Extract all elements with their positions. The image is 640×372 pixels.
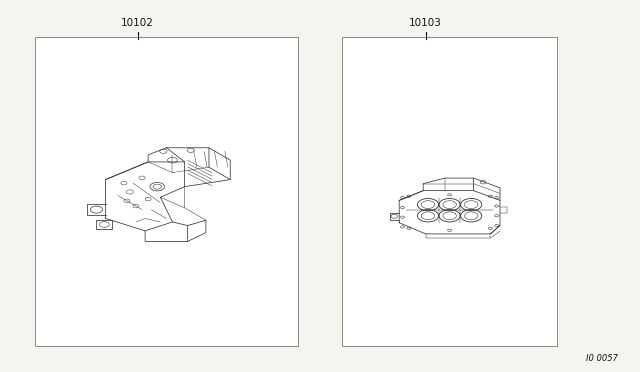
Text: 10102: 10102: [121, 18, 154, 28]
Bar: [342, 37, 557, 346]
Bar: [35, 37, 298, 346]
Text: 10103: 10103: [409, 18, 442, 28]
Text: I0 0057: I0 0057: [586, 354, 618, 363]
